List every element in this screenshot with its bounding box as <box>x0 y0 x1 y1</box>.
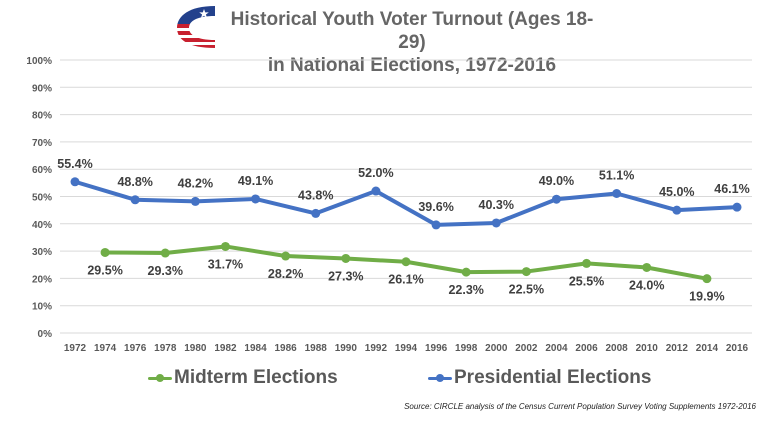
y-tick-label: 70% <box>32 138 52 149</box>
y-tick-label: 100% <box>26 56 52 67</box>
x-tick-label: 1974 <box>94 343 117 354</box>
data-point-midterm <box>642 262 652 272</box>
x-tick-label: 2000 <box>485 343 508 354</box>
legend-swatch-midterm <box>148 373 172 383</box>
x-tick-label: 2006 <box>575 343 598 354</box>
x-tick-label: 1980 <box>184 343 207 354</box>
x-tick-label: 2010 <box>636 343 659 354</box>
x-tick-label: 1992 <box>365 343 388 354</box>
y-tick-label: 20% <box>32 274 52 285</box>
data-point-presidential <box>551 194 561 204</box>
y-tick-label: 90% <box>32 83 52 94</box>
data-point-midterm <box>220 241 230 251</box>
data-point-presidential <box>672 205 682 215</box>
data-point-midterm <box>281 251 291 261</box>
data-label-presidential: 40.3% <box>479 198 514 212</box>
data-point-midterm <box>582 258 592 268</box>
x-tick-label: 1984 <box>244 343 267 354</box>
legend-label-presidential: Presidential Elections <box>454 367 652 388</box>
chart-title-line1: Historical Youth Voter Turnout (Ages 18-… <box>230 9 594 53</box>
data-label-presidential: 48.8% <box>117 175 152 189</box>
x-tick-label: 2004 <box>545 343 568 354</box>
x-tick-label: 1972 <box>64 343 87 354</box>
x-tick-label: 2014 <box>696 343 719 354</box>
data-point-presidential <box>311 208 321 218</box>
series-line-presidential <box>73 179 739 227</box>
y-tick-label: 30% <box>32 247 52 258</box>
x-tick-label: 1990 <box>335 343 358 354</box>
data-point-presidential <box>431 220 441 230</box>
data-point-presidential <box>612 188 622 198</box>
x-tick-label: 2016 <box>726 343 749 354</box>
data-point-presidential <box>491 218 501 228</box>
data-label-presidential: 49.0% <box>539 174 574 188</box>
x-tick-label: 1982 <box>214 343 237 354</box>
data-label-midterm: 19.9% <box>689 290 724 304</box>
legend-label-midterm: Midterm Elections <box>174 367 338 388</box>
data-label-presidential: 49.1% <box>238 174 273 188</box>
data-label-midterm: 29.5% <box>87 263 122 277</box>
data-label-presidential: 52.0% <box>358 166 393 180</box>
data-label-presidential: 45.0% <box>659 185 694 199</box>
star-icon <box>199 9 209 18</box>
source-note: Source: CIRCLE analysis of the Census Cu… <box>404 402 756 411</box>
y-tick-label: 80% <box>32 111 52 122</box>
y-tick-label: 40% <box>32 220 52 231</box>
legend-item-presidential: Presidential Elections <box>428 367 651 389</box>
data-point-presidential <box>130 195 140 205</box>
x-tick-label: 1998 <box>455 343 478 354</box>
x-axis-ticks: 1972 1974 1976 1978 1980 1982 1984 1986 1988 1990… <box>64 343 749 354</box>
data-point-midterm <box>341 253 351 263</box>
y-tick-label: 50% <box>32 193 52 204</box>
data-point-midterm <box>702 274 712 284</box>
x-tick-label: 1986 <box>275 343 298 354</box>
y-tick-label: 10% <box>32 302 52 313</box>
legend-item-midterm: Midterm Elections <box>148 367 338 389</box>
data-label-midterm: 31.7% <box>208 257 243 271</box>
data-label-midterm: 29.3% <box>148 264 183 278</box>
data-point-presidential <box>70 177 80 187</box>
data-label-midterm: 22.3% <box>448 283 483 297</box>
x-tick-label: 2008 <box>606 343 629 354</box>
data-point-midterm <box>100 247 110 257</box>
data-label-midterm: 26.1% <box>388 273 423 287</box>
y-axis-ticks: 0% 10% 20% 30% 40% 50% 60% 70% 80% 90% 100% <box>26 56 52 340</box>
data-point-presidential <box>251 194 261 204</box>
x-tick-label: 2012 <box>666 343 689 354</box>
x-tick-label: 1988 <box>305 343 328 354</box>
data-point-presidential <box>732 202 742 212</box>
data-label-presidential: 39.6% <box>418 200 453 214</box>
data-label-presidential: 48.2% <box>178 176 213 190</box>
data-point-midterm <box>160 248 170 258</box>
data-label-midterm: 27.3% <box>328 269 363 283</box>
x-tick-label: 2002 <box>515 343 538 354</box>
data-label-midterm: 28.2% <box>268 267 303 281</box>
data-labels: 55.4% 48.8% 48.2% 49.1% 43.8% 52.0% 39.6% 40.3%… <box>57 157 749 304</box>
data-label-midterm: 22.5% <box>509 283 544 297</box>
y-tick-label: 60% <box>32 165 52 176</box>
data-label-presidential: 51.1% <box>599 168 634 182</box>
data-point-midterm <box>521 267 531 277</box>
legend-swatch-presidential <box>428 373 452 383</box>
data-point-midterm <box>461 267 471 277</box>
x-tick-label: 1978 <box>154 343 177 354</box>
data-label-midterm: 25.5% <box>569 274 604 288</box>
y-tick-label: 0% <box>38 329 53 340</box>
series-group <box>70 177 742 284</box>
x-tick-label: 1996 <box>425 343 448 354</box>
flag-c-logo-icon <box>177 6 215 48</box>
data-label-presidential: 43.8% <box>298 188 333 202</box>
data-point-presidential <box>190 196 200 206</box>
data-point-presidential <box>371 186 381 196</box>
data-label-presidential: 55.4% <box>57 157 92 171</box>
data-point-midterm <box>401 257 411 267</box>
data-label-midterm: 24.0% <box>629 278 664 292</box>
x-tick-label: 1976 <box>124 343 147 354</box>
x-tick-label: 1994 <box>395 343 418 354</box>
data-label-presidential: 46.1% <box>714 182 749 196</box>
